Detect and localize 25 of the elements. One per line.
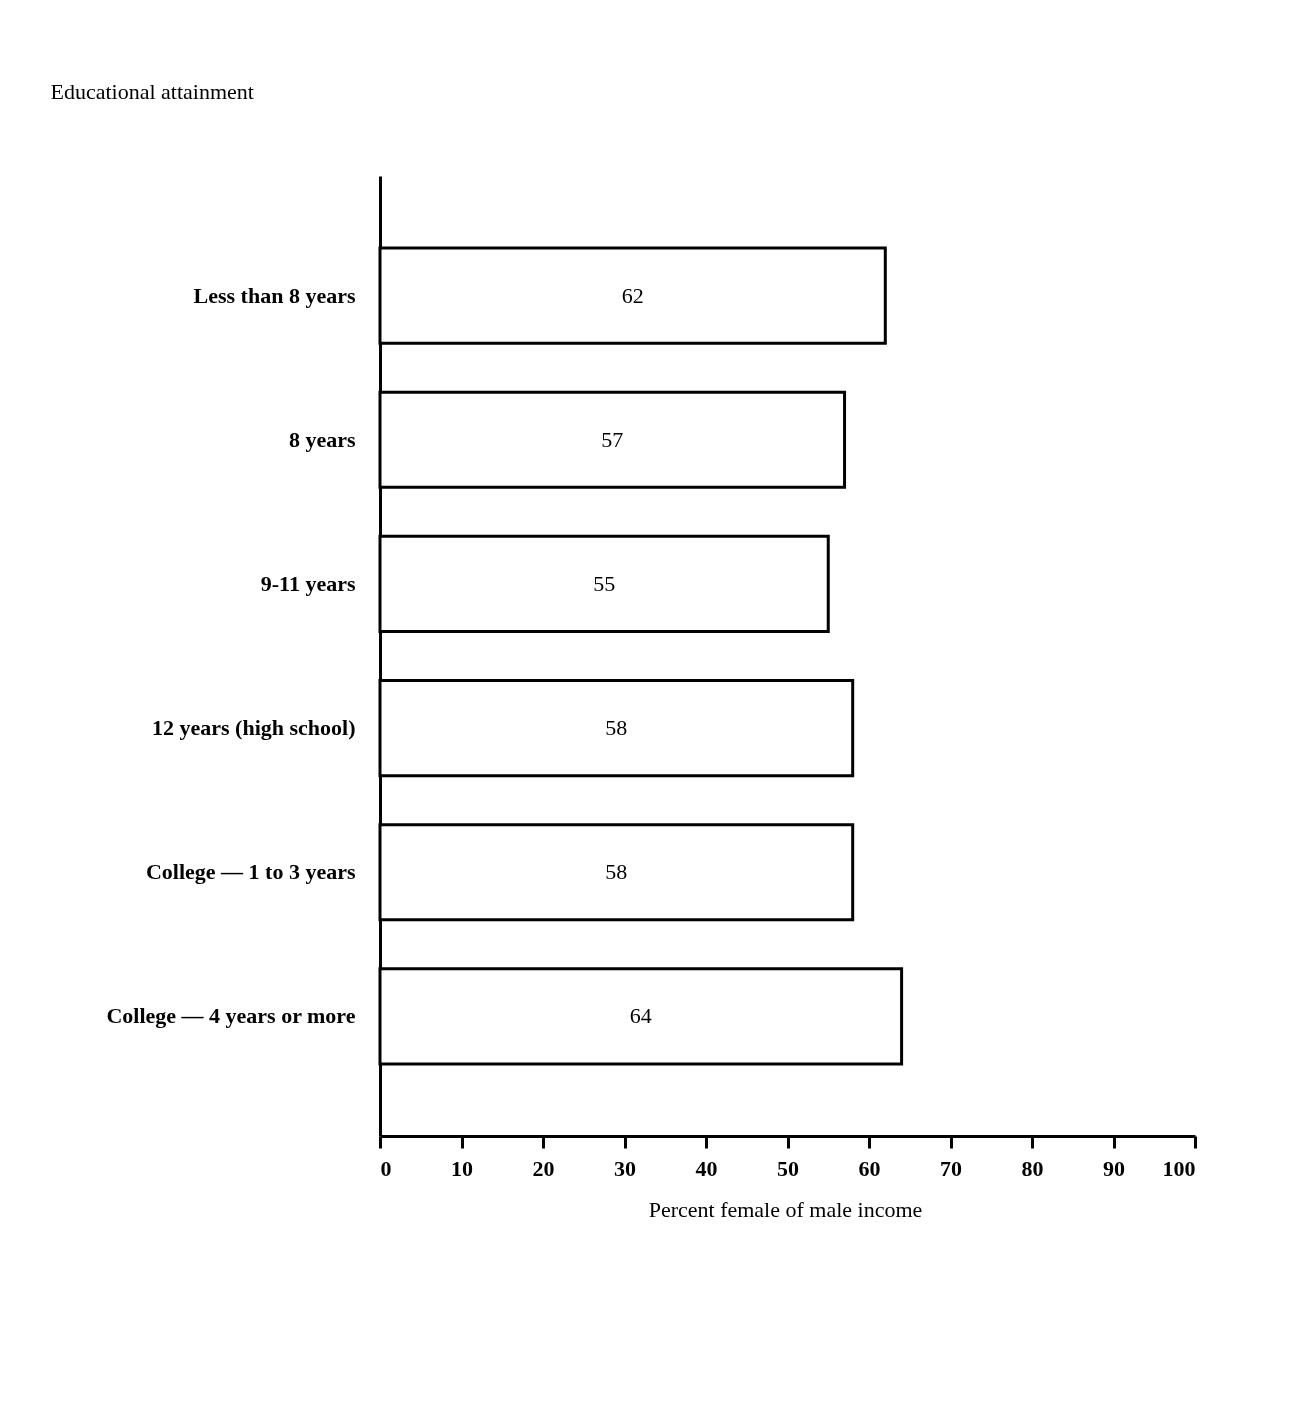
y-tick-label: 8 years [288,426,356,452]
x-tick-label: 70 [940,1155,962,1181]
x-tick-label: 40 [695,1155,718,1181]
y-axis-title: Educational attainment [50,78,254,104]
x-tick-label: 0 [380,1155,392,1181]
y-tick-label: College — 1 to 3 years [145,859,356,885]
y-tick-label: 9-11 years [260,570,356,596]
x-tick-label: 60 [858,1155,881,1181]
x-tick-label: 20 [532,1155,555,1181]
y-tick-label: Less than 8 years [193,282,356,308]
x-tick-label: 30 [614,1155,636,1181]
x-tick-label: 10 [451,1155,473,1181]
data-label: 55 [593,570,616,596]
x-tick-label: 80 [1021,1155,1044,1181]
data-label: 58 [605,859,628,885]
x-tick-label: 90 [1103,1155,1125,1181]
y-tick-label: College — 4 years or more [106,1003,356,1029]
x-tick-label: 50 [777,1155,799,1181]
data-label: 58 [605,715,628,741]
data-label: 62 [621,282,644,308]
x-axis-title: Percent female of male income [648,1196,923,1222]
x-tick-label: 100 [1162,1155,1196,1181]
data-label: 64 [629,1003,652,1029]
y-tick-label: 12 years (high school) [152,715,356,741]
data-label: 57 [601,426,624,452]
